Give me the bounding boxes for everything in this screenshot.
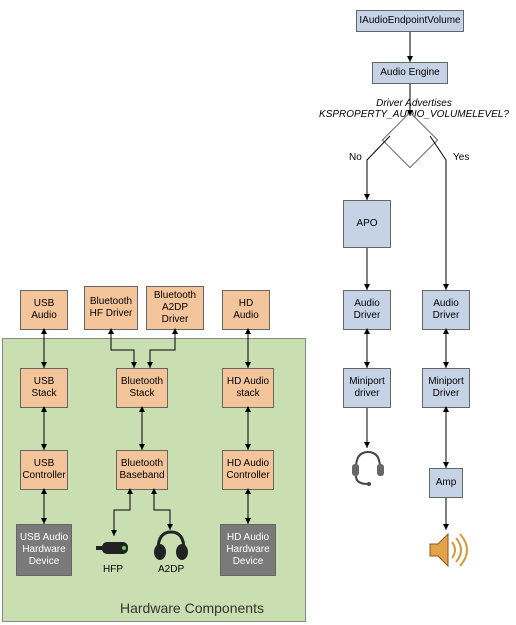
node-usb-controller: USB Controller [20,450,68,490]
speaker-icon [428,530,472,570]
a2dp-label: A2DP [158,564,184,575]
node-miniport-left: Miniport driver [343,368,391,408]
node-iaudioendpointvolume: IAudioEndpointVolume [356,10,464,32]
decision-no-label: No [349,152,362,163]
node-usb-hw-device: USB Audio Hardware Device [16,524,72,576]
decision-diamond [382,112,439,169]
hardware-region-label: Hardware Components [120,600,264,616]
node-bt-hf-driver: Bluetooth HF Driver [84,286,138,330]
headset-icon [348,448,388,486]
hfp-adapter-icon [96,536,136,560]
a2dp-headphones-icon [152,528,190,562]
node-amp: Amp [429,468,463,498]
node-usb-stack: USB Stack [20,368,68,408]
node-hd-audio-stack: HD Audio stack [222,368,274,408]
node-hd-hw-device: HD Audio Hardware Device [220,524,276,576]
decision-label-line1: Driver Advertises [376,98,452,109]
node-apo: APO [343,200,391,248]
node-miniport-right: Miniport Driver [422,368,470,408]
node-bt-a2dp-driver: Bluetooth A2DP Driver [146,286,204,330]
node-audio-driver-right: Audio Driver [422,290,470,330]
node-audio-engine: Audio Engine [372,62,448,84]
node-hd-audio-controller: HD Audio Controller [222,450,274,490]
node-hd-audio: HD Audio [222,290,270,330]
node-bt-stack: Bluetooth Stack [116,368,168,408]
node-audio-driver-left: Audio Driver [343,290,391,330]
node-bt-baseband: Bluetooth Baseband [116,450,168,490]
decision-yes-label: Yes [453,152,469,163]
hfp-label: HFP [103,564,123,575]
node-usb-audio: USB Audio [20,290,68,330]
